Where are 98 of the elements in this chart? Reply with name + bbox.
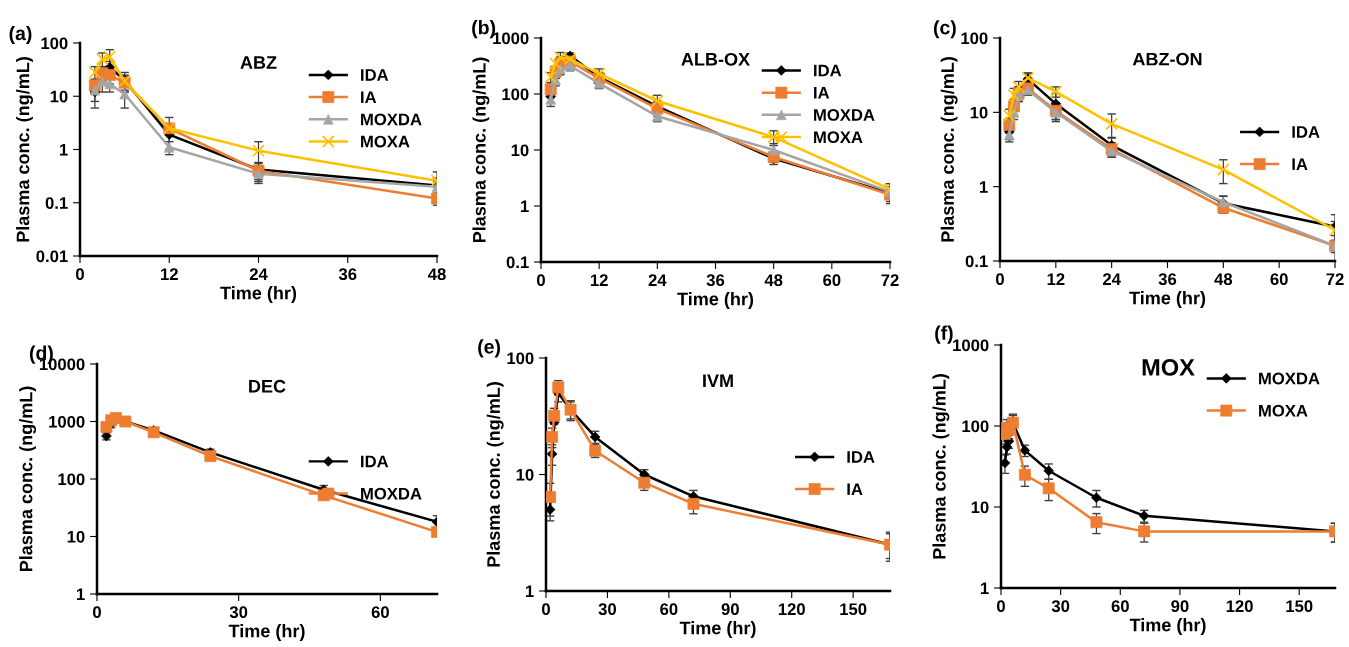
text: (e) — [478, 339, 500, 358]
legend-label: IDA — [361, 69, 389, 81]
x-tick-label: 90 — [1171, 600, 1189, 613]
x-tick-label: 48 — [764, 274, 783, 287]
legend-label: IA — [814, 87, 830, 99]
x-tick-label: 60 — [1111, 600, 1129, 613]
x-tick-label: 36 — [1158, 273, 1177, 286]
y-tick-label: 0.1 — [506, 256, 529, 269]
legend-label: MOXDA — [814, 109, 875, 121]
y-tick-label: 1 — [520, 200, 529, 213]
x-tick-label: 72 — [881, 274, 899, 286]
x-tick-label: 0 — [542, 603, 550, 616]
x-axis-title: Time (hr) — [228, 624, 305, 641]
legend-label: MOXA — [361, 135, 410, 148]
y-tick-label: 100 — [962, 420, 989, 433]
x-tick-label: 60 — [1270, 273, 1288, 286]
y-axis-title: Plasma conc. (ng/mL) — [932, 374, 950, 559]
x-tick-label: 30 — [229, 606, 248, 619]
x-tick-label: 24 — [648, 274, 667, 286]
x-tick-label: 12 — [1047, 273, 1065, 285]
legend-label: IA — [847, 483, 863, 495]
y-tick-label: 1 — [980, 582, 989, 595]
y-tick-label: 0.1 — [45, 197, 68, 209]
y-tick-label: 10 — [516, 468, 534, 481]
x-tick-label: 60 — [660, 603, 678, 616]
x-tick-label: 24 — [249, 268, 268, 280]
x-tick-label: 12 — [161, 268, 178, 280]
x-axis-title: Time (hr) — [677, 292, 754, 309]
x-axis-title: Time (hr) — [1129, 291, 1206, 308]
text: (c) — [933, 20, 956, 39]
text: ABZ-ON — [1132, 52, 1202, 66]
x-tick-label: 0 — [996, 273, 1004, 286]
x-tick-label: 48 — [1214, 273, 1233, 286]
y-tick-label: 1 — [59, 144, 68, 156]
x-tick-label: 72 — [1326, 273, 1344, 285]
legend-label: IDA — [847, 451, 875, 463]
y-tick-label: 100 — [961, 32, 988, 45]
text: ABZ — [240, 56, 277, 69]
y-tick-label: 1 — [979, 181, 988, 193]
y-tick-label: 10 — [971, 501, 989, 514]
legend-label: IA — [1292, 158, 1308, 170]
legend-label: IA — [361, 91, 377, 103]
y-axis-title: Plasma conc. (ng/mL) — [472, 57, 490, 243]
x-axis-title: Time (hr) — [679, 621, 756, 638]
y-axis-title: Plasma conc. (ng/mL) — [16, 57, 33, 242]
x-tick-label: 60 — [823, 274, 841, 287]
x-tick-label: 0 — [537, 274, 545, 287]
x-tick-label: 150 — [1286, 600, 1313, 613]
text: (b) — [472, 20, 496, 39]
legend-label: MOXA — [1259, 404, 1308, 417]
x-tick-label: 120 — [778, 603, 805, 616]
y-axis-title: Plasma conc. (ng/mL) — [19, 386, 37, 572]
text: IVM — [703, 374, 733, 387]
x-tick-label: 60 — [371, 606, 389, 619]
legend-label: MOXDA — [361, 113, 422, 126]
x-tick-label: 12 — [590, 274, 608, 286]
y-tick-label: 100 — [507, 352, 534, 365]
x-tick-label: 36 — [338, 268, 357, 281]
x-tick-label: 0 — [76, 268, 84, 281]
y-axis-title: Plasma conc. (ng/mL) — [940, 57, 958, 242]
y-tick-label: 100 — [58, 473, 85, 486]
y-tick-label: 0.01 — [36, 250, 68, 263]
x-tick-label: 48 — [427, 268, 446, 281]
text: (a) — [9, 25, 32, 45]
x-axis-title: Time (hr) — [1129, 618, 1206, 635]
y-tick-label: 1 — [76, 588, 85, 601]
y-tick-label: 10 — [67, 530, 85, 543]
legend-label: IDA — [1292, 126, 1320, 138]
legend-label: MOXA — [814, 131, 863, 144]
x-axis-title: Time (hr) — [220, 286, 297, 303]
y-tick-label: 10 — [511, 144, 529, 157]
legend-label: MOXDA — [1259, 372, 1320, 385]
text: (f) — [935, 325, 953, 344]
y-tick-label: 10 — [50, 90, 68, 103]
y-tick-label: 100 — [502, 88, 529, 101]
x-tick-label: 120 — [1226, 600, 1253, 613]
y-axis-title: Plasma conc. (ng/mL) — [486, 382, 504, 567]
x-tick-label: 150 — [840, 603, 867, 616]
y-tick-label: 10 — [970, 106, 988, 119]
legend-label: MOXDA — [361, 487, 422, 500]
y-tick-label: 0.1 — [965, 255, 988, 268]
x-tick-label: 30 — [598, 603, 617, 616]
x-tick-label: 30 — [1051, 600, 1070, 613]
chart-title: MOX — [1142, 359, 1195, 376]
y-tick-label: 100 — [41, 37, 68, 50]
y-tick-label: 1000 — [953, 339, 989, 352]
legend-label: IDA — [814, 64, 842, 77]
x-tick-label: 0 — [997, 600, 1005, 613]
legend-label: IDA — [361, 455, 389, 468]
y-tick-label: 1000 — [493, 32, 529, 45]
y-tick-label: 1 — [525, 585, 534, 598]
x-tick-label: 24 — [1102, 273, 1121, 285]
x-tick-label: 36 — [706, 274, 725, 287]
y-tick-label: 1000 — [49, 415, 85, 428]
text: ALB-OX — [681, 52, 750, 66]
text: DEC — [249, 379, 286, 393]
x-tick-label: 90 — [721, 603, 739, 616]
x-tick-label: 0 — [93, 606, 101, 619]
